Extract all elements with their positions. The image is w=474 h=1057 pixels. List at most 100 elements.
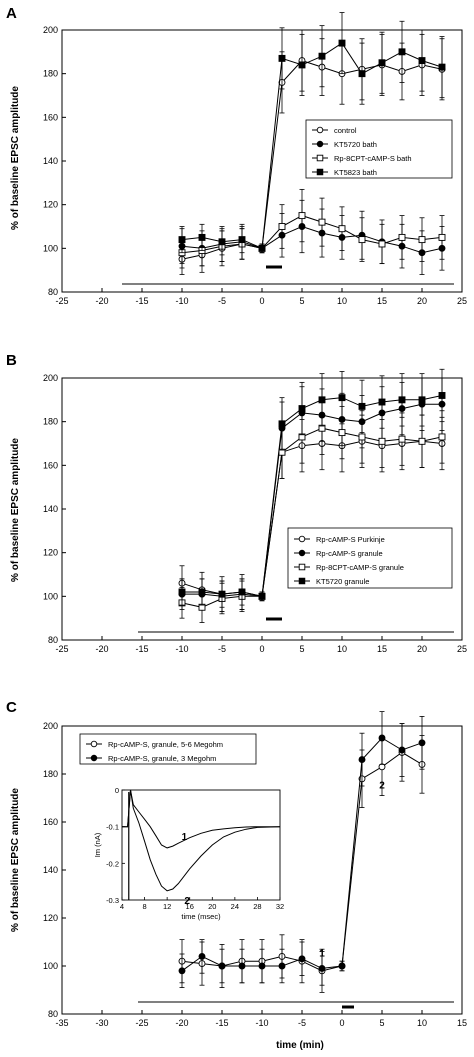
data-point xyxy=(398,435,406,443)
annotation-label: 2 xyxy=(379,780,385,791)
x-tick-label: -5 xyxy=(218,296,226,306)
inset-x-tick-label: 16 xyxy=(186,902,194,911)
inset-frame xyxy=(121,789,281,901)
inset-y-tick-label: 0 xyxy=(115,786,119,795)
inset-x-tick-label: 28 xyxy=(253,902,261,911)
data-point xyxy=(198,233,206,241)
x-tick-label: 25 xyxy=(457,296,467,306)
y-tick-label: 180 xyxy=(43,69,58,79)
y-tick-label: 200 xyxy=(43,721,58,731)
data-point xyxy=(318,218,326,226)
data-point xyxy=(418,57,426,65)
legend-entry: Rp-cAMP-S granule xyxy=(316,549,383,558)
data-point xyxy=(298,61,306,69)
x-tick-label: 10 xyxy=(417,1018,427,1028)
data-point xyxy=(378,437,386,445)
panel-c-ylabel: % of baseline EPSC amplitude xyxy=(10,788,21,932)
panel-b-legend: Rp-cAMP-S Purkinje Rp-cAMP-S granule Rp-8C… xyxy=(287,527,453,589)
panel-c-letter: C xyxy=(6,699,17,716)
legend-entry: Rp-cAMP-S Purkinje xyxy=(316,535,385,544)
data-point xyxy=(218,962,226,970)
x-tick-label: -15 xyxy=(135,296,148,306)
legend-entry: Rp-cAMP-S, granule, 3 Megohm xyxy=(108,754,216,763)
data-point xyxy=(178,967,186,975)
x-tick-label: 5 xyxy=(299,296,304,306)
series-1 xyxy=(178,711,426,988)
data-point xyxy=(398,233,406,241)
legend-marker xyxy=(90,740,98,748)
legend-marker xyxy=(298,563,306,571)
panel-c-legend-box xyxy=(79,733,257,765)
series-2 xyxy=(178,188,446,269)
y-tick-label: 120 xyxy=(43,200,58,210)
data-point xyxy=(258,592,266,600)
data-point xyxy=(438,392,446,399)
x-tick-label: 0 xyxy=(259,296,264,306)
legend-entry: Rp-8CPT-cAMP-S bath xyxy=(334,154,412,163)
inset-y-tick-label: -0.3 xyxy=(106,896,119,905)
legend-entry: KT5823 bath xyxy=(334,168,377,177)
x-tick-label: 5 xyxy=(379,1018,384,1028)
data-point xyxy=(198,952,206,960)
data-point xyxy=(338,39,346,47)
panel-a-legend: control KT5720 bath Rp-8CPT-cAMP-S bath KT5… xyxy=(305,119,453,179)
panel-c-plot-area: -35 -30 -25 -20 -15 -10 -5 0 5 10 1580100120140160… xyxy=(43,711,467,1028)
legend-marker xyxy=(298,549,306,557)
data-point xyxy=(358,756,366,764)
data-point xyxy=(398,746,406,754)
data-point xyxy=(338,962,346,970)
x-tick-label: 20 xyxy=(417,644,427,654)
inset-x-tick-label: 12 xyxy=(163,902,171,911)
data-point xyxy=(358,433,366,441)
x-tick-label: -20 xyxy=(95,644,108,654)
x-tick-label: 15 xyxy=(457,1018,467,1028)
legend-entry: KT5720 granule xyxy=(316,577,369,586)
y-tick-label: 160 xyxy=(43,112,58,122)
legend-marker xyxy=(316,168,324,176)
inset-x-tick-label: 24 xyxy=(231,902,239,911)
data-point xyxy=(418,437,426,445)
data-point xyxy=(358,70,366,78)
data-point xyxy=(438,233,446,241)
inset-y-tick-label: -0.1 xyxy=(106,823,119,832)
y-tick-label: 100 xyxy=(43,591,58,601)
panel-c: C % of baseline EPSC amplitude -35 -30 -25… xyxy=(6,699,467,1051)
data-point xyxy=(278,223,286,230)
data-point xyxy=(418,396,426,404)
x-tick-label: -25 xyxy=(55,296,68,306)
legend-entry: KT5720 bath xyxy=(334,140,377,149)
panel-a-ylabel: % of baseline EPSC amplitude xyxy=(10,86,21,230)
inset-trace-2 xyxy=(122,789,281,892)
x-tick-label: 10 xyxy=(337,296,347,306)
x-tick-label: -15 xyxy=(215,1018,228,1028)
y-tick-label: 120 xyxy=(43,913,58,923)
data-point xyxy=(378,734,386,742)
data-point xyxy=(258,244,266,252)
panel-a: A % of baseline EPSC amplitude -25 -20 -15… xyxy=(6,5,467,306)
data-point xyxy=(378,59,386,67)
data-point xyxy=(278,420,286,428)
data-point xyxy=(278,54,286,62)
x-tick-label: 0 xyxy=(339,1018,344,1028)
x-tick-label: 20 xyxy=(417,296,427,306)
x-tick-label: -10 xyxy=(175,644,188,654)
data-point xyxy=(238,236,246,244)
inset-xlabel: time (msec) xyxy=(181,912,221,921)
y-tick-label: 140 xyxy=(43,504,58,514)
y-tick-label: 100 xyxy=(43,243,58,253)
y-tick-label: 140 xyxy=(43,156,58,166)
inset-trace-label: 2 xyxy=(184,896,190,907)
x-tick-label: -10 xyxy=(175,296,188,306)
x-tick-label: 15 xyxy=(377,296,387,306)
panel-a-legend-box xyxy=(305,119,453,179)
panel-a-plot-area: -25 -20 -15 -10 -5 0 5 10 15 20 25 80 100 120 140 160 18… xyxy=(43,12,467,306)
y-tick-label: 200 xyxy=(43,373,58,383)
data-point xyxy=(378,240,386,248)
legend-entry: control xyxy=(334,126,357,135)
data-point xyxy=(338,225,346,233)
legend-entry: Rp-8CPT-cAMP-S granule xyxy=(316,563,404,572)
data-point xyxy=(398,396,406,404)
data-point xyxy=(338,429,346,437)
data-point xyxy=(438,433,446,441)
